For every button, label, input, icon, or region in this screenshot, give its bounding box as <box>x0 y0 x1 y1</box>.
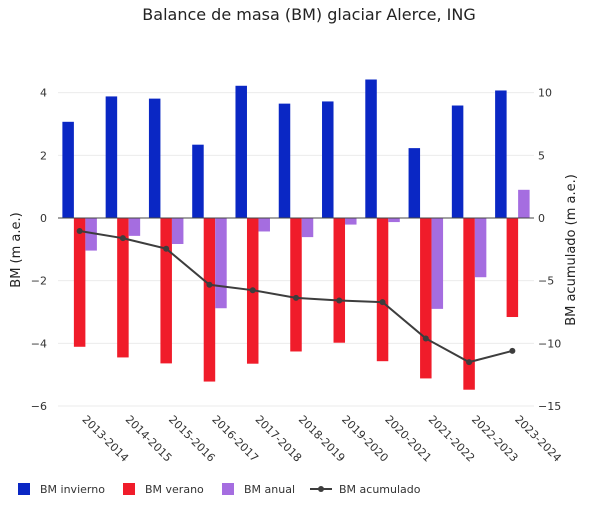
line-point <box>509 347 516 354</box>
bar <box>301 218 314 238</box>
line-point <box>119 235 126 242</box>
line-point <box>163 245 170 252</box>
bars-group <box>62 79 530 390</box>
bar <box>408 148 421 218</box>
bar <box>376 218 389 362</box>
bar <box>451 105 464 218</box>
legend-label: BM anual <box>244 483 295 496</box>
y-tick-label: 0 <box>40 212 47 225</box>
y-tick-label: −2 <box>31 275 47 288</box>
y-tick-label: −6 <box>31 400 47 413</box>
legend-swatch-point <box>318 486 324 492</box>
bar <box>160 218 172 364</box>
right-axis: −15 −10 −5 0 5 10 <box>538 87 561 413</box>
bar <box>171 218 184 245</box>
left-axis: −6 −4 −2 0 2 4 <box>31 87 47 413</box>
y-tick-label: 2 <box>40 149 47 162</box>
bar <box>215 218 227 309</box>
chart-title: Balance de masa (BM) glaciar Alerce, ING <box>142 5 475 24</box>
y-axis-title: BM (m a.e.) <box>9 212 24 287</box>
x-tick-label: 2023-2024 <box>512 413 564 465</box>
legend-label: BM acumulado <box>339 483 421 496</box>
y2-tick-label: 5 <box>538 149 545 162</box>
bar <box>203 218 216 382</box>
bar <box>463 218 475 390</box>
bar <box>518 189 530 218</box>
bar <box>345 218 357 225</box>
bar <box>333 218 346 343</box>
line-point <box>249 287 256 294</box>
line-point <box>206 281 213 288</box>
legend: BM invierno BM verano BM anual BM acumulado <box>18 483 421 496</box>
bar <box>278 103 291 218</box>
bar <box>365 79 377 218</box>
bar <box>73 218 86 347</box>
y2-tick-label: 0 <box>538 212 545 225</box>
y2-tick-label: −10 <box>538 337 561 350</box>
y-tick-label: −4 <box>31 337 47 350</box>
legend-swatch <box>123 483 135 495</box>
bar <box>235 85 247 218</box>
bar <box>148 98 161 218</box>
line-point <box>336 297 343 304</box>
bar <box>506 218 519 318</box>
bar <box>474 218 487 278</box>
bar <box>431 218 444 309</box>
line-point <box>379 299 386 306</box>
line-point <box>422 335 429 342</box>
y2-axis-title: BM acumulado (m a.e.) <box>564 174 579 326</box>
legend-label: BM verano <box>145 483 204 496</box>
y2-tick-label: −15 <box>538 400 561 413</box>
y2-tick-label: −5 <box>538 275 554 288</box>
y-tick-label: 4 <box>40 87 47 100</box>
line-point <box>293 294 299 301</box>
bar <box>388 218 400 223</box>
bar <box>420 218 432 379</box>
legend-swatch <box>222 483 234 495</box>
line-point <box>466 359 473 366</box>
bar <box>258 218 270 232</box>
y2-tick-label: 10 <box>538 87 552 100</box>
bar <box>128 218 141 236</box>
line-point <box>76 228 83 235</box>
x-axis: 2013-20142014-20152015-20162016-20172017… <box>80 413 564 465</box>
bar <box>192 144 204 218</box>
bar <box>322 101 334 218</box>
cumulative-line-group <box>76 228 516 366</box>
legend-label: BM invierno <box>40 483 105 496</box>
bar <box>495 90 507 218</box>
bar <box>62 121 74 218</box>
legend-swatch <box>18 483 30 495</box>
bar <box>105 96 118 218</box>
bar <box>85 218 97 251</box>
bar <box>117 218 129 358</box>
bar <box>290 218 302 352</box>
